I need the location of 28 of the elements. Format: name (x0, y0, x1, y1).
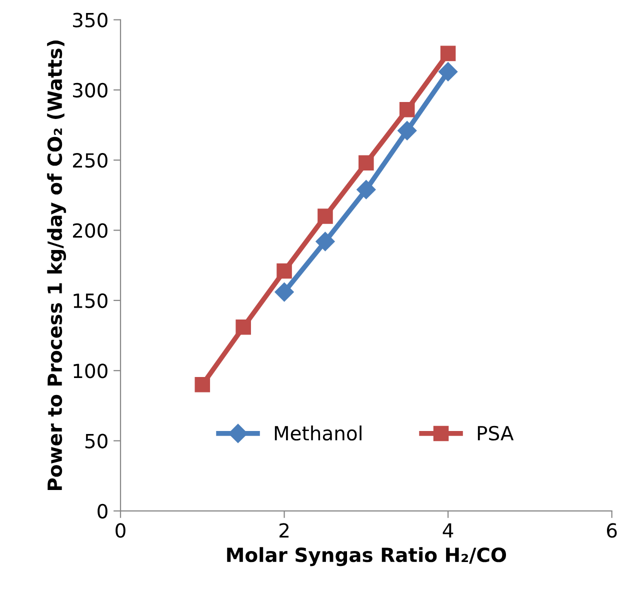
point (440, 46, 456, 62)
x-tick-label: 6 (606, 523, 617, 538)
y-tick-label: 150 (74, 293, 108, 308)
y-tick-label: 350 (73, 12, 108, 28)
point (358, 155, 374, 171)
y-tick-label: 250 (73, 153, 108, 168)
y-axis-title: Power to Process 1 kg/day of CO₂ (Watts) (47, 40, 66, 490)
x-tick-label: 4 (442, 523, 454, 538)
y-tick-label: 100 (74, 364, 108, 378)
point (274, 282, 294, 302)
point (194, 377, 210, 392)
x-tick-label: 0 (116, 523, 126, 538)
point (356, 180, 376, 200)
point (399, 102, 415, 118)
point (236, 319, 251, 335)
point (318, 208, 333, 224)
point (316, 232, 335, 252)
legend-label: PSA (478, 426, 514, 441)
y-tick-label: 50 (85, 434, 108, 448)
y-tick-label: 300 (73, 82, 108, 98)
point (398, 121, 417, 140)
legend-label: Methanol (274, 426, 362, 441)
y-tick-label: 0 (98, 504, 108, 519)
point (438, 62, 458, 82)
point (276, 263, 292, 279)
x-tick-label: 2 (280, 523, 289, 538)
y-tick-label: 200 (73, 223, 108, 238)
x-axis-title: Molar Syngas Ratio H₂/CO (227, 547, 506, 566)
